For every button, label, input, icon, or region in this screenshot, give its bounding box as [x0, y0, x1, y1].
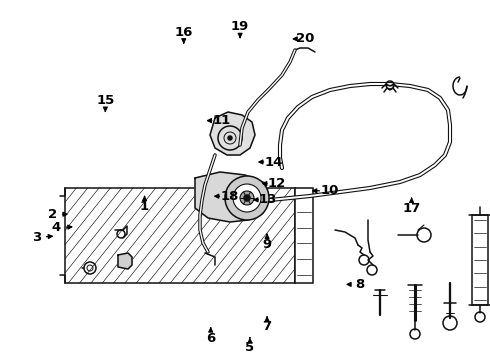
- Text: 18: 18: [220, 190, 239, 203]
- Polygon shape: [210, 112, 255, 155]
- Text: 4: 4: [52, 221, 61, 234]
- Circle shape: [233, 184, 261, 212]
- Bar: [295, 188, 313, 283]
- Text: 10: 10: [320, 184, 339, 197]
- Text: 17: 17: [402, 202, 421, 215]
- Text: 11: 11: [212, 114, 231, 127]
- Text: 5: 5: [245, 341, 254, 354]
- Text: 1: 1: [140, 201, 149, 213]
- Polygon shape: [195, 172, 268, 222]
- Text: 8: 8: [356, 278, 365, 291]
- Text: 16: 16: [174, 26, 193, 39]
- Circle shape: [240, 191, 254, 205]
- Text: 6: 6: [206, 332, 215, 345]
- Text: 19: 19: [231, 21, 249, 33]
- Text: 15: 15: [96, 94, 115, 107]
- Circle shape: [244, 195, 250, 201]
- Text: 9: 9: [263, 238, 271, 251]
- Text: 7: 7: [263, 320, 271, 333]
- Polygon shape: [118, 253, 132, 269]
- Text: 12: 12: [268, 177, 286, 190]
- Text: 2: 2: [49, 208, 57, 221]
- Bar: [65, 188, 295, 283]
- Bar: [472, 215, 488, 305]
- Text: 20: 20: [296, 32, 315, 45]
- Circle shape: [228, 136, 232, 140]
- Text: 14: 14: [264, 156, 283, 168]
- Circle shape: [225, 176, 269, 220]
- Text: 13: 13: [259, 193, 277, 206]
- Text: 3: 3: [32, 231, 41, 244]
